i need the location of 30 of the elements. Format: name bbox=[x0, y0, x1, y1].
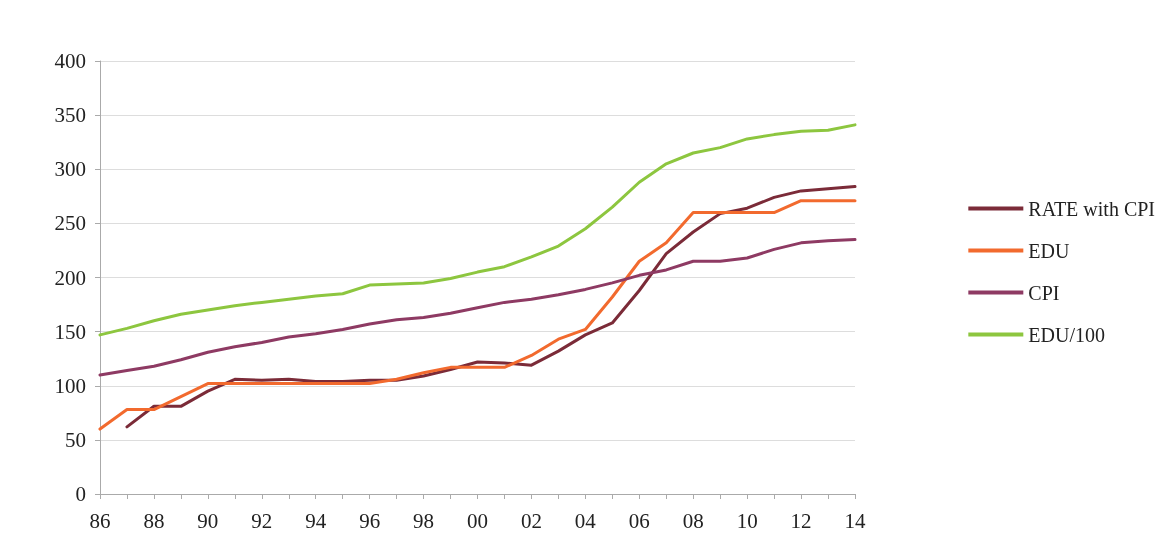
x-tick-label: 04 bbox=[574, 508, 597, 533]
x-tick-label: 90 bbox=[197, 508, 219, 533]
x-tick-label: 88 bbox=[143, 508, 165, 533]
x-tick-label: 12 bbox=[790, 508, 812, 533]
legend-label: CPI bbox=[1028, 281, 1060, 304]
y-tick-label: 250 bbox=[54, 211, 86, 236]
y-tick-label: 100 bbox=[54, 373, 86, 398]
y-tick-label: 400 bbox=[54, 49, 86, 73]
x-tick-label: 08 bbox=[682, 508, 704, 533]
x-tick-label: 02 bbox=[520, 508, 542, 533]
x-tick-label: 14 bbox=[844, 508, 866, 533]
y-tick-label: 50 bbox=[65, 427, 86, 452]
line-series bbox=[98, 123, 857, 337]
legend-label: RATE with CPI bbox=[1028, 197, 1156, 220]
y-tick-label: 150 bbox=[54, 319, 86, 344]
x-tick-label: 86 bbox=[89, 508, 111, 533]
legend-label: EDU bbox=[1028, 239, 1070, 262]
y-tick-label: 0 bbox=[75, 482, 86, 506]
x-tick-label: 10 bbox=[736, 508, 758, 533]
x-tick-label: 96 bbox=[359, 508, 381, 533]
line-series bbox=[98, 238, 857, 377]
x-tick-label: 06 bbox=[628, 508, 650, 533]
x-tick-label: 92 bbox=[251, 508, 273, 533]
y-tick-label: 300 bbox=[54, 157, 86, 182]
x-tick-label: 94 bbox=[305, 508, 327, 533]
x-tick-label: 98 bbox=[413, 508, 435, 533]
x-tick-label: 00 bbox=[467, 508, 488, 533]
y-tick-label: 350 bbox=[54, 103, 86, 128]
y-tick-label: 200 bbox=[54, 265, 86, 290]
legend-label: EDU/100 bbox=[1028, 323, 1105, 346]
